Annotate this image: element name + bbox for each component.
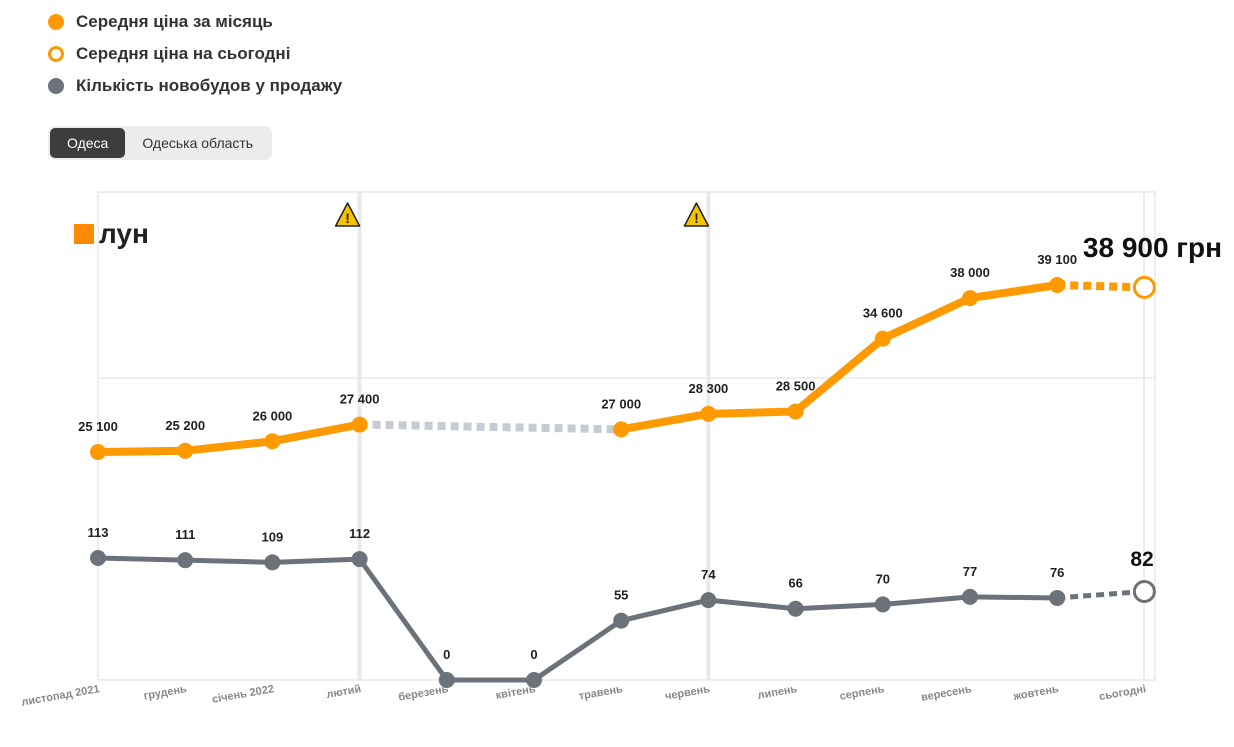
lun-logo-square-icon [74,224,94,244]
price-series-point-label: 25 100 [78,419,118,434]
price-series-point-label: 28 500 [776,378,816,393]
price-series-point[interactable] [700,405,717,422]
price-series-point[interactable] [351,416,368,433]
count-series-point[interactable] [700,592,717,609]
price-series-today-point[interactable] [1132,275,1156,299]
x-tick-label: лютий [326,683,363,701]
price-series-point-label: 27 000 [601,396,641,411]
count-series-point-label: 66 [788,576,802,591]
price-series-point-label: 28 300 [689,381,729,396]
count-series-point-label: 74 [701,567,716,582]
count-series-point[interactable] [1049,589,1066,606]
today-price-label: 38 900 грн [1083,232,1222,263]
count-series-point[interactable] [526,672,542,688]
price-series-point-label: 26 000 [253,408,293,423]
legend-label: Середня ціна за місяць [76,12,273,31]
price-series-today-line [1057,281,1145,292]
count-series-point-label: 70 [876,571,890,586]
count-series-point-label: 112 [349,526,370,541]
x-tick-label: травень [578,683,624,703]
logo-text: лун [99,218,149,249]
count-series-point[interactable] [264,554,281,571]
price-series-point-label: 34 600 [863,306,903,321]
count-series-point-label: 111 [175,527,195,542]
orange-ring-icon [48,46,64,62]
price-series-point-label: 38 000 [950,265,990,280]
region-tabs: Одеса Одеська область [48,126,273,160]
x-tick-label: січень 2022 [211,683,275,706]
price-series-point[interactable] [787,403,804,420]
count-series-point-label: 0 [530,647,537,662]
x-tick-label: листопад 2021 [21,683,101,709]
x-tick-label: липень [757,683,799,702]
count-series-point-label: 109 [262,529,284,544]
x-tick-label: серпень [839,683,886,703]
count-series-point[interactable] [90,550,106,566]
count-series-point-label: 0 [443,647,450,662]
x-tick-label: сьогодні [1098,683,1147,703]
price-series-point[interactable] [1049,277,1066,293]
x-tick-label: червень [664,683,711,703]
legend-item-count[interactable]: Кількість новобудов у продажу [48,70,342,102]
orange-dot-icon [48,14,64,30]
price-series-line [617,281,1062,434]
warning-icon[interactable] [683,202,710,227]
gray-dot-icon [48,78,64,94]
price-series-point[interactable] [962,290,978,307]
price-series-point-label: 25 200 [165,418,205,433]
price-series-point[interactable] [264,433,281,450]
price-series-point[interactable] [613,421,630,438]
count-series-point[interactable] [962,588,978,605]
count-series-point[interactable] [177,552,194,569]
price-series-gap-line [359,420,622,434]
today-count-label: 82 [1130,548,1153,571]
price-series-point[interactable] [177,442,194,459]
warning-icon[interactable] [334,202,361,227]
count-series-today-line [1057,588,1145,601]
legend-label: Середня ціна на сьогодні [76,44,291,63]
legend-label: Кількість новобудов у продажу [76,76,343,95]
count-series-today-point[interactable] [1132,579,1156,603]
count-series-point-label: 77 [963,564,977,579]
price-series-point-label: 39 100 [1037,252,1077,267]
price-series-point[interactable] [90,444,106,460]
count-series-line [95,555,1060,683]
warning-icon-mark: ! [345,210,350,226]
legend-item-today-price[interactable]: Середня ціна на сьогодні [48,38,342,70]
price-series-point-label: 27 400 [340,392,380,407]
count-series-point-label: 76 [1050,565,1064,580]
warning-icon-mark: ! [694,210,699,226]
count-series-point[interactable] [438,672,455,688]
tab-odesa-region[interactable]: Одеська область [142,135,254,151]
count-series-point[interactable] [351,551,368,568]
price-series-point[interactable] [874,330,891,347]
x-tick-label: вересень [920,683,973,704]
chart-legend: Середня ціна за місяць Середня ціна на с… [48,6,342,102]
price-series-line [94,420,364,456]
tab-odesa[interactable]: Одеса [50,128,126,158]
count-series-point[interactable] [613,612,630,629]
legend-item-monthly-price[interactable]: Середня ціна за місяць [48,6,342,38]
count-series-point-label: 55 [614,588,628,603]
plot-area [97,191,1156,681]
count-series-point-label: 113 [88,525,109,540]
x-tick-label: грудень [143,683,188,702]
count-series-point[interactable] [874,596,891,613]
count-series-point[interactable] [787,600,804,617]
x-tick-label: жовтень [1012,683,1060,703]
x-tick-label: березень [397,683,449,704]
